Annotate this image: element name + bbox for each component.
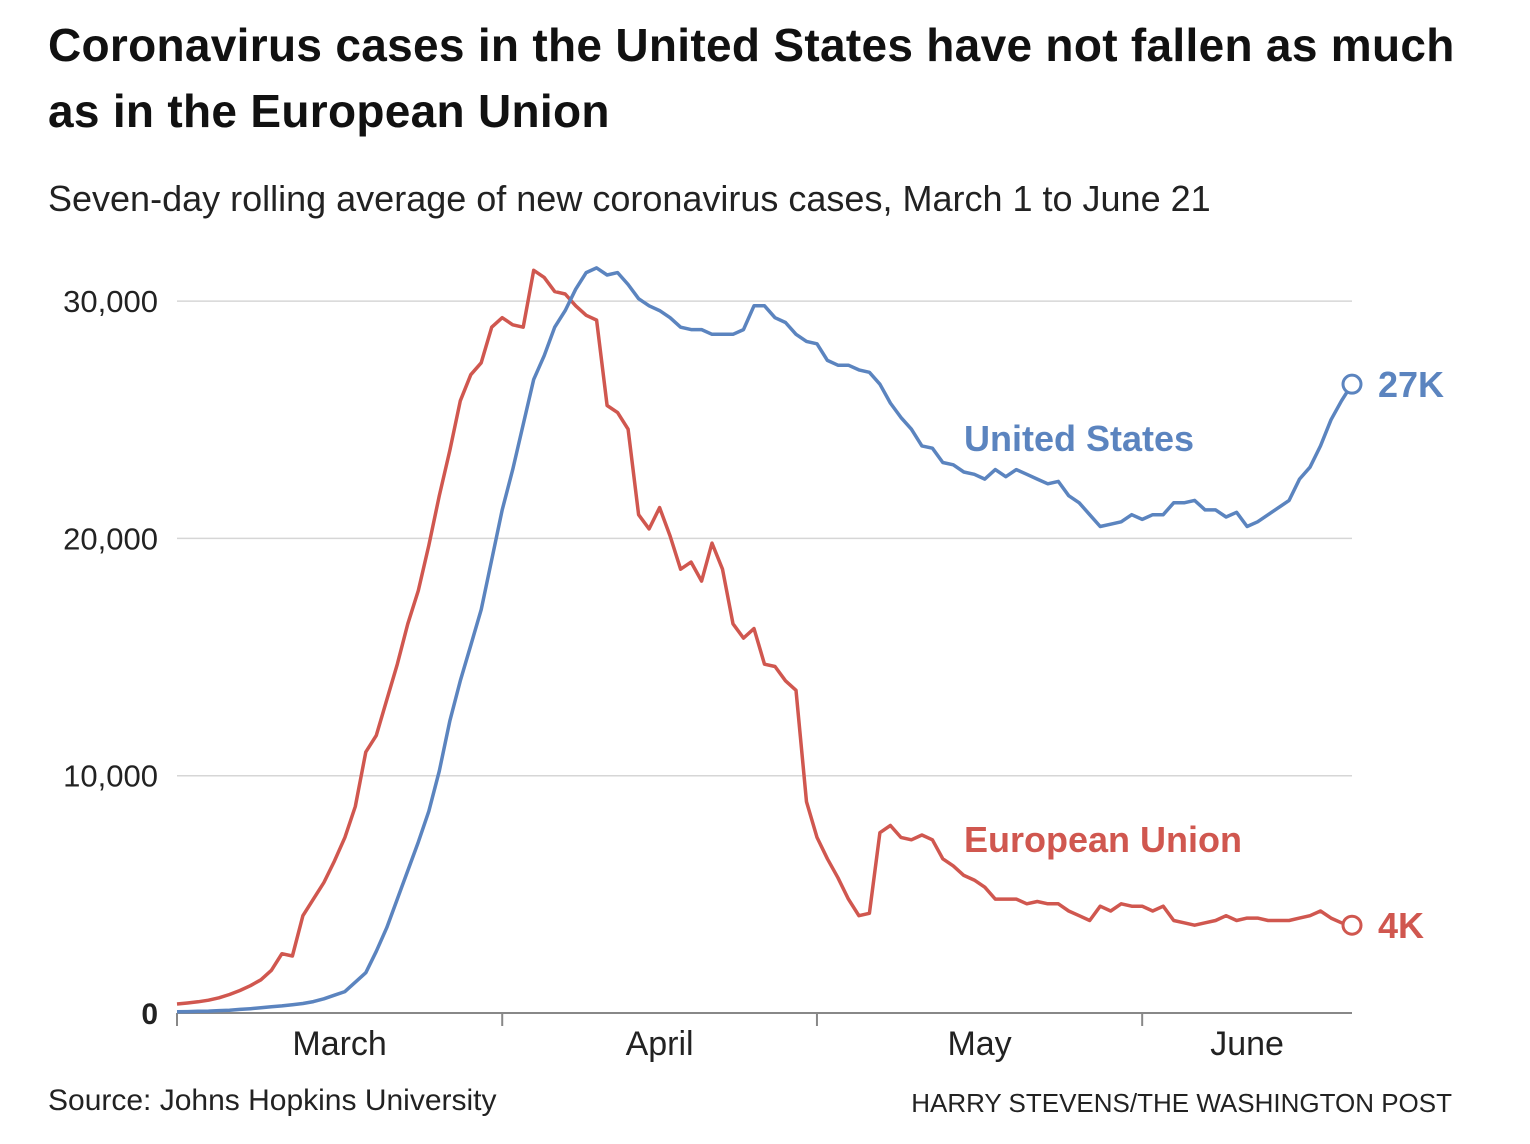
series-lines	[176, 266, 1354, 1014]
source-note: Source: Johns Hopkins University	[48, 1084, 497, 1117]
series-labels: 4K 27K United States European Union	[964, 364, 1444, 946]
y-tick-label: 20,000	[63, 521, 158, 556]
us-end-label: 27K	[1378, 364, 1444, 405]
eu-end-marker	[1341, 914, 1363, 936]
x-tick-label: March	[292, 1025, 386, 1063]
x-axis: March April May June	[176, 1012, 1352, 1063]
y-axis-ticks: 0 10,000 20,000 30,000	[63, 284, 158, 1031]
y-tick-label: 0	[141, 998, 158, 1031]
us-end-marker	[1341, 373, 1363, 395]
us-line	[176, 266, 1354, 1014]
x-tick-label: April	[626, 1025, 694, 1063]
credit-note: HARRY STEVENS/THE WASHINGTON POST	[911, 1088, 1452, 1118]
y-tick-label: 30,000	[63, 284, 158, 319]
gridlines	[177, 300, 1352, 777]
eu-line	[176, 268, 1353, 1006]
eu-end-label: 4K	[1378, 905, 1424, 946]
eu-series-label: European Union	[964, 819, 1242, 860]
chart-subtitle: Seven-day rolling average of new coronav…	[48, 178, 1211, 219]
x-tick-label: June	[1210, 1025, 1284, 1063]
chart-title: Coronavirus cases in the United States h…	[48, 19, 1455, 137]
y-tick-label: 10,000	[63, 759, 158, 794]
us-series-label: United States	[964, 418, 1194, 459]
x-tick-label: May	[947, 1025, 1011, 1063]
